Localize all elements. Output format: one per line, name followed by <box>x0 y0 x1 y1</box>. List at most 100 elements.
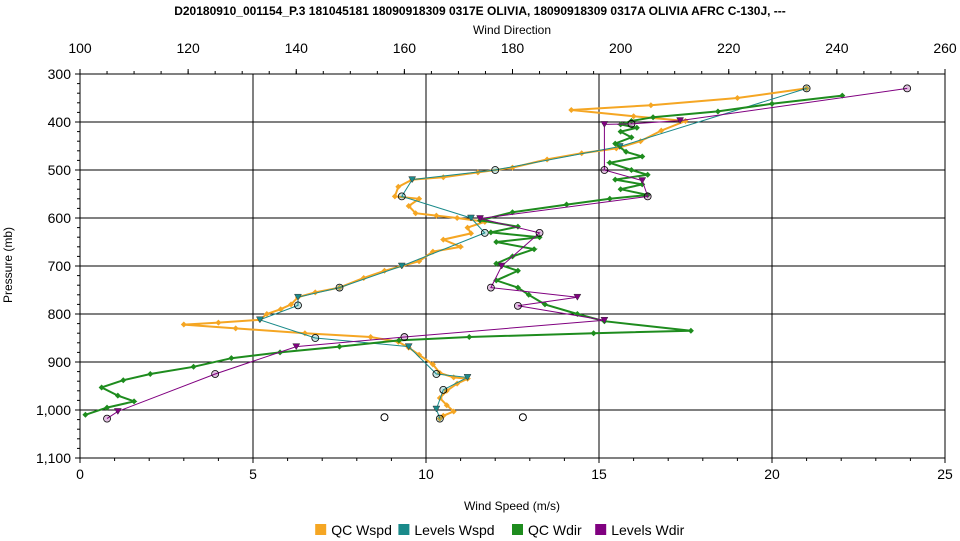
qc-wspd-point <box>277 306 284 313</box>
legend-swatch-qc-wdir <box>512 524 523 535</box>
qc-wspd-point <box>630 113 637 120</box>
qc-wspd-point <box>457 243 464 250</box>
reference-point <box>380 413 389 422</box>
qc-wspd-point <box>405 203 412 209</box>
qc-wspd-point <box>288 301 295 308</box>
qc-wspd-point <box>433 212 440 219</box>
qc-wspd-line <box>183 87 807 420</box>
x-tick-label: 15 <box>591 466 607 482</box>
x2-tick-label: 220 <box>717 40 741 56</box>
levels-wdir-level-point <box>486 283 495 292</box>
levels-wdir-level-point <box>400 333 409 341</box>
qc-wdir-point <box>563 201 570 208</box>
y-tick-label: 900 <box>48 354 72 370</box>
levels-wdir-level-point <box>600 316 609 324</box>
qc-wdir-point <box>536 234 543 241</box>
levels-wspd-level-point <box>294 301 302 310</box>
qc-wdir-point <box>190 363 197 370</box>
levels-wspd-level-point <box>404 343 413 351</box>
x2-tick-label: 200 <box>609 40 633 56</box>
levels-wdir-level-point <box>476 215 484 222</box>
qc-wdir-point <box>639 153 646 160</box>
qc-wspd-point <box>436 415 443 422</box>
qc-wdir-point <box>590 330 597 337</box>
qc-wspd-point <box>429 361 436 368</box>
qc-wdir-point <box>395 337 402 344</box>
legend-swatch-qc-wspd <box>315 524 327 535</box>
qc-wdir-point <box>147 371 154 377</box>
legend: QC Wspd Levels Wspd QC Wdir Levels Wdir <box>315 522 685 538</box>
qc-wdir-point <box>493 239 500 245</box>
qc-wspd-point <box>450 408 457 415</box>
qc-wspd-point <box>454 215 461 221</box>
qc-wspd-point <box>658 127 665 134</box>
levels-wdir-level-point <box>903 84 912 93</box>
qc-wdir-point <box>606 195 613 202</box>
levels-wspd-level-point <box>802 84 811 93</box>
qc-wdir-point <box>114 392 121 399</box>
qc-wspd-point <box>440 412 447 419</box>
qc-wspd-point <box>440 236 447 243</box>
levels-wdir-level-point <box>113 408 122 415</box>
qc-wspd-point <box>568 107 575 113</box>
qc-wdir-point <box>628 118 635 125</box>
qc-wspd-point <box>734 95 741 101</box>
y-tick-label: 600 <box>48 210 72 226</box>
levels-wspd-level-point <box>255 316 264 324</box>
levels-wspd-level-point <box>463 374 472 381</box>
qc-wdir-point <box>487 229 494 236</box>
qc-wdir-point <box>541 301 548 308</box>
levels-wdir-level-point <box>627 120 636 128</box>
levels-wspd-level-point <box>467 214 475 222</box>
levels-wdir-level-point <box>211 370 220 378</box>
qc-wdir-point <box>606 159 613 166</box>
qc-wspd-point <box>416 195 423 202</box>
legend-label-qc-wdir: QC Wdir <box>528 522 582 538</box>
legend-label-qc-wspd: QC Wspd <box>331 522 392 538</box>
levels-wspd-level-point <box>435 414 444 423</box>
qc-wdir-line <box>85 94 843 416</box>
qc-wdir-point <box>120 377 127 384</box>
qc-wspd-point <box>443 402 450 409</box>
qc-wdir-point <box>644 171 651 178</box>
levels-wdir-level-point <box>676 117 685 125</box>
qc-wspd-point <box>416 351 423 358</box>
qc-wdir-point <box>131 398 138 405</box>
qc-wdir-point <box>531 246 538 253</box>
levels-wdir-level-point <box>643 192 652 201</box>
legend-label-levels-wdir: Levels Wdir <box>611 522 684 538</box>
legend-swatch-levels-wspd <box>398 524 410 535</box>
qc-wdir-point <box>650 114 657 121</box>
levels-wdir-level-point <box>535 228 544 237</box>
qc-wdir-point <box>228 355 235 362</box>
qc-wspd-point <box>263 311 270 317</box>
qc-wdir-point <box>633 124 640 131</box>
qc-wdir-point <box>514 284 521 291</box>
levels-wdir-level-point <box>600 166 609 174</box>
y-tick-label: 400 <box>48 114 72 130</box>
y-tick-label: 800 <box>48 306 72 322</box>
levels-wspd-level-point <box>397 262 406 270</box>
qc-wdir-point <box>336 343 343 350</box>
y-tick-label: 300 <box>48 66 72 82</box>
qc-wspd-point <box>467 230 474 237</box>
qc-wspd-point <box>180 321 187 328</box>
qc-wdir-point <box>623 148 630 155</box>
x2-tick-label: 160 <box>393 40 417 56</box>
x2-tick-label: 140 <box>285 40 309 56</box>
y-tick-label: 500 <box>48 162 72 178</box>
x2-axis-label: Wind Direction <box>473 23 551 37</box>
qc-wdir-point <box>612 140 619 147</box>
qc-wspd-point <box>391 193 398 200</box>
qc-wspd-point <box>464 224 471 231</box>
levels-wspd-level-point <box>480 228 489 237</box>
y-tick-label: 1,100 <box>36 450 71 466</box>
qc-wdir-point <box>714 108 721 115</box>
qc-wspd-point <box>647 102 654 109</box>
qc-wdir-point <box>493 260 500 267</box>
y-axis-label: Pressure (mb) <box>1 227 15 303</box>
levels-wdir-level-point <box>600 121 609 128</box>
x2-tick-label: 100 <box>68 40 92 56</box>
qc-wdir-point <box>466 334 473 341</box>
levels-wspd-level-point <box>311 334 320 342</box>
